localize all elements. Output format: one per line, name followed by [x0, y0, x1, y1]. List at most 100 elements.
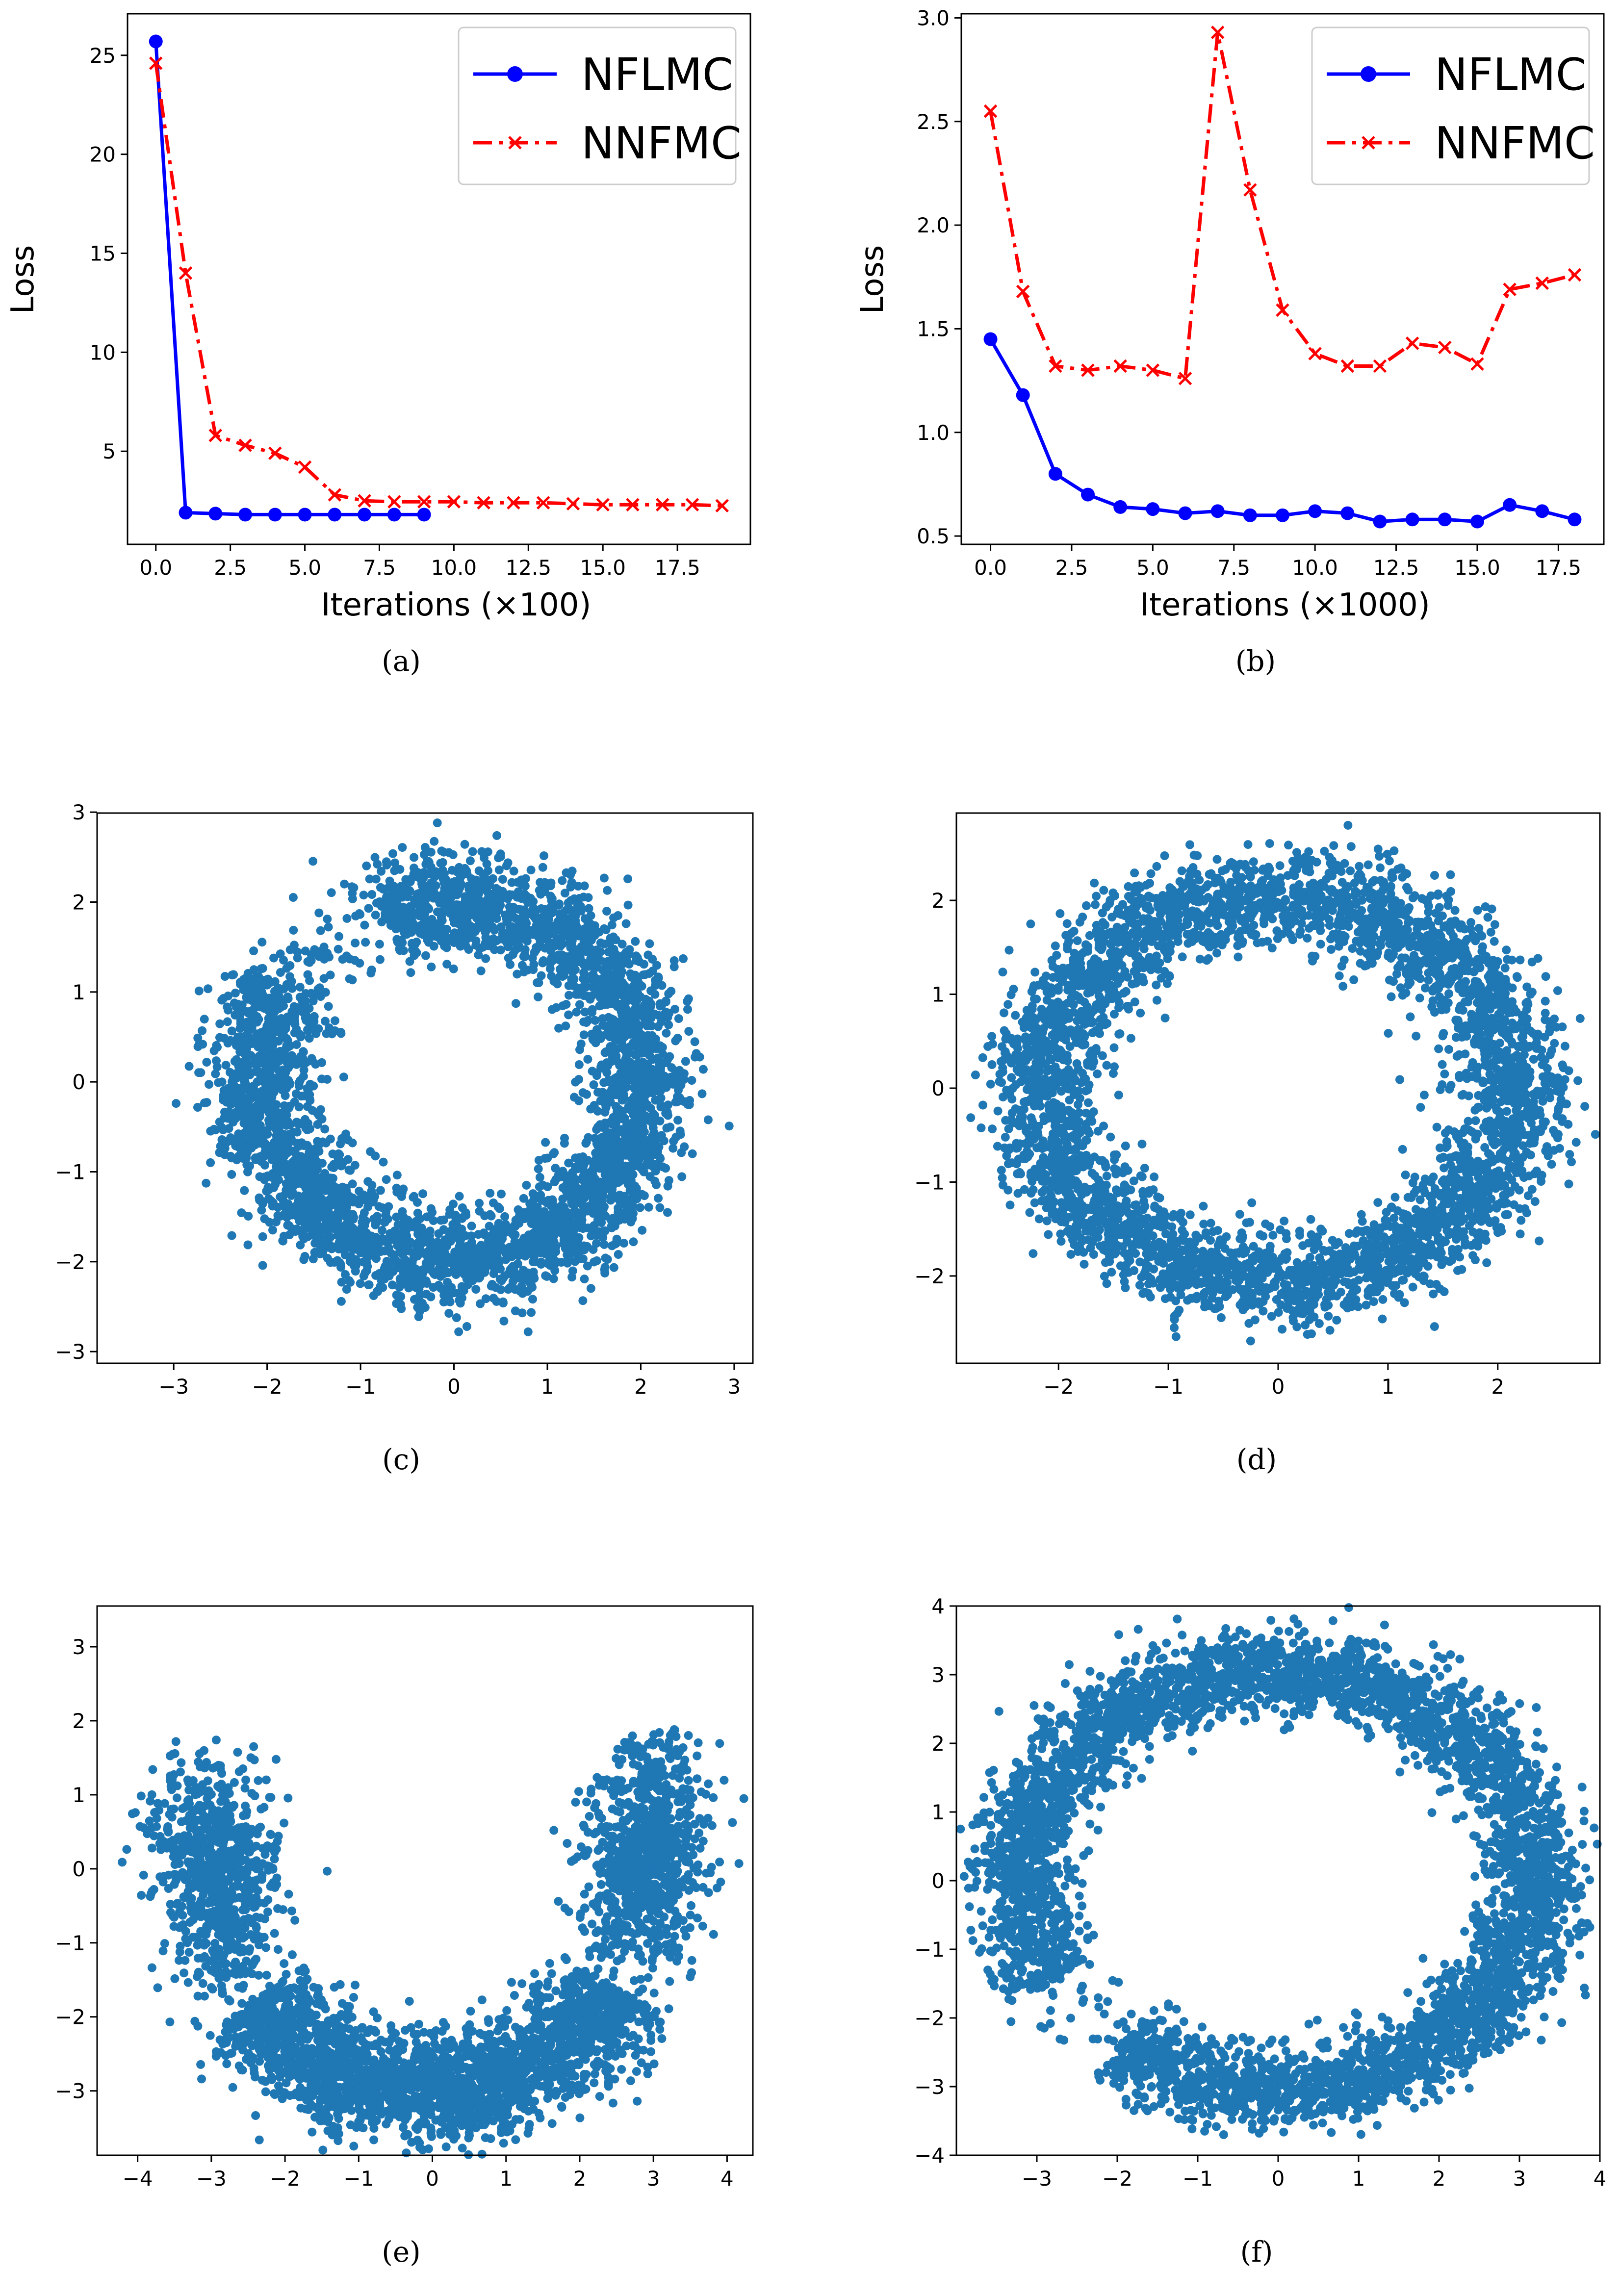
scatter-point [223, 1017, 232, 1026]
scatter-point [442, 960, 452, 969]
data-point-nnfmc [507, 496, 520, 510]
y-tick-label: 2.5 [917, 110, 950, 134]
scatter-point [250, 1011, 259, 1020]
scatter-point [396, 1300, 405, 1309]
scatter-point [249, 1113, 258, 1122]
scatter-point [603, 957, 613, 966]
y-tick-label: 2 [72, 891, 85, 915]
scatter-point [724, 1122, 734, 1131]
scatter-point [287, 984, 297, 993]
scatter-point [571, 1077, 580, 1087]
scatter-point [503, 1269, 513, 1278]
scatter-point [549, 928, 559, 937]
scatter-point [632, 988, 641, 996]
scatter-point [663, 1208, 672, 1217]
scatter-point [669, 1137, 678, 1146]
x-tick-label: 17.5 [654, 556, 700, 580]
scatter-point [403, 1244, 412, 1253]
scatter-point [558, 1170, 566, 1179]
scatter-point [257, 1205, 266, 1215]
scatter-point [283, 992, 292, 1001]
scatter-point [632, 979, 642, 989]
scatter-point [1150, 1172, 1159, 1181]
scatter-point [211, 1125, 220, 1135]
scatter-point [466, 1231, 476, 1241]
scatter-point [239, 975, 248, 984]
scatter-point [561, 1021, 570, 1031]
scatter-point [641, 995, 650, 1004]
data-point-nnfmc [655, 498, 669, 512]
scatter-point [594, 1180, 604, 1190]
scatter-point [381, 1262, 390, 1271]
scatter-point [491, 1236, 500, 1245]
scatter-point [583, 1261, 592, 1271]
scatter-point [497, 1276, 506, 1285]
scatter-point [309, 996, 318, 1006]
scatter-point [351, 939, 360, 947]
scatter-point [640, 1072, 649, 1081]
scatter-point [558, 1229, 567, 1238]
scatter-point [316, 1223, 326, 1232]
scatter-point [1473, 906, 1482, 915]
scatter-point [282, 1041, 291, 1050]
y-tick-label: 25 [90, 44, 116, 68]
scatter-point [580, 1245, 589, 1254]
scatter-point [445, 1230, 454, 1239]
scatter-point [396, 1232, 406, 1242]
scatter-point [342, 914, 352, 923]
scatter-point [591, 1016, 600, 1025]
scatter-point [579, 975, 589, 984]
scatter-point [596, 1034, 605, 1043]
scatter-point [654, 972, 663, 982]
scatter-point [240, 1073, 249, 1083]
scatter-point [464, 894, 473, 903]
scatter-point [570, 1257, 580, 1266]
scatter-point [260, 1104, 270, 1113]
x-tick-label: 10.0 [431, 556, 477, 580]
scatter-point [291, 1089, 301, 1098]
legend-marker-nflmc [507, 66, 523, 82]
scatter-point [504, 953, 513, 963]
scatter-point [395, 889, 404, 898]
scatter-point [526, 866, 536, 875]
scatter-point [568, 1200, 577, 1209]
scatter-point [449, 885, 458, 894]
scatter-point [535, 1173, 544, 1182]
scatter-point [473, 1274, 483, 1283]
scatter-point [577, 1175, 586, 1184]
scatter-point [359, 1190, 368, 1199]
scatter-point [392, 1291, 401, 1300]
scatter-point [457, 1225, 466, 1234]
scatter-point [528, 1247, 538, 1256]
scatter-point [282, 1185, 291, 1195]
scatter-point [623, 900, 633, 910]
scatter-point [449, 1288, 458, 1298]
y-tick-label: 0 [72, 1070, 85, 1094]
scatter-point [382, 1175, 391, 1184]
scatter-point [348, 894, 357, 903]
scatter-point [452, 1313, 461, 1322]
scatter-point [667, 987, 676, 996]
scatter-point [430, 872, 439, 881]
scatter-point [690, 1037, 699, 1046]
scatter-point [650, 1009, 659, 1019]
scatter-point [572, 1007, 581, 1017]
legend-marker-nflmc [1361, 66, 1376, 82]
scatter-point [643, 950, 653, 960]
scatter-point [425, 1231, 434, 1240]
scatter-point [445, 1210, 454, 1219]
scatter-point [270, 1036, 279, 1046]
scatter-point [582, 1137, 591, 1147]
data-point-nflmc [1048, 467, 1062, 481]
data-point-nflmc [1470, 514, 1484, 529]
scatter-point [533, 978, 542, 987]
scatter-point [1378, 1314, 1387, 1324]
scatter-point [421, 860, 431, 869]
scatter-point [593, 1122, 602, 1132]
x-tick-label: 5.0 [1136, 556, 1169, 580]
scatter-point [1573, 1076, 1583, 1085]
data-point-nnfmc [179, 266, 193, 280]
data-point-nflmc [1276, 508, 1289, 522]
scatter-point [683, 996, 692, 1006]
scatter-point [228, 1117, 237, 1126]
